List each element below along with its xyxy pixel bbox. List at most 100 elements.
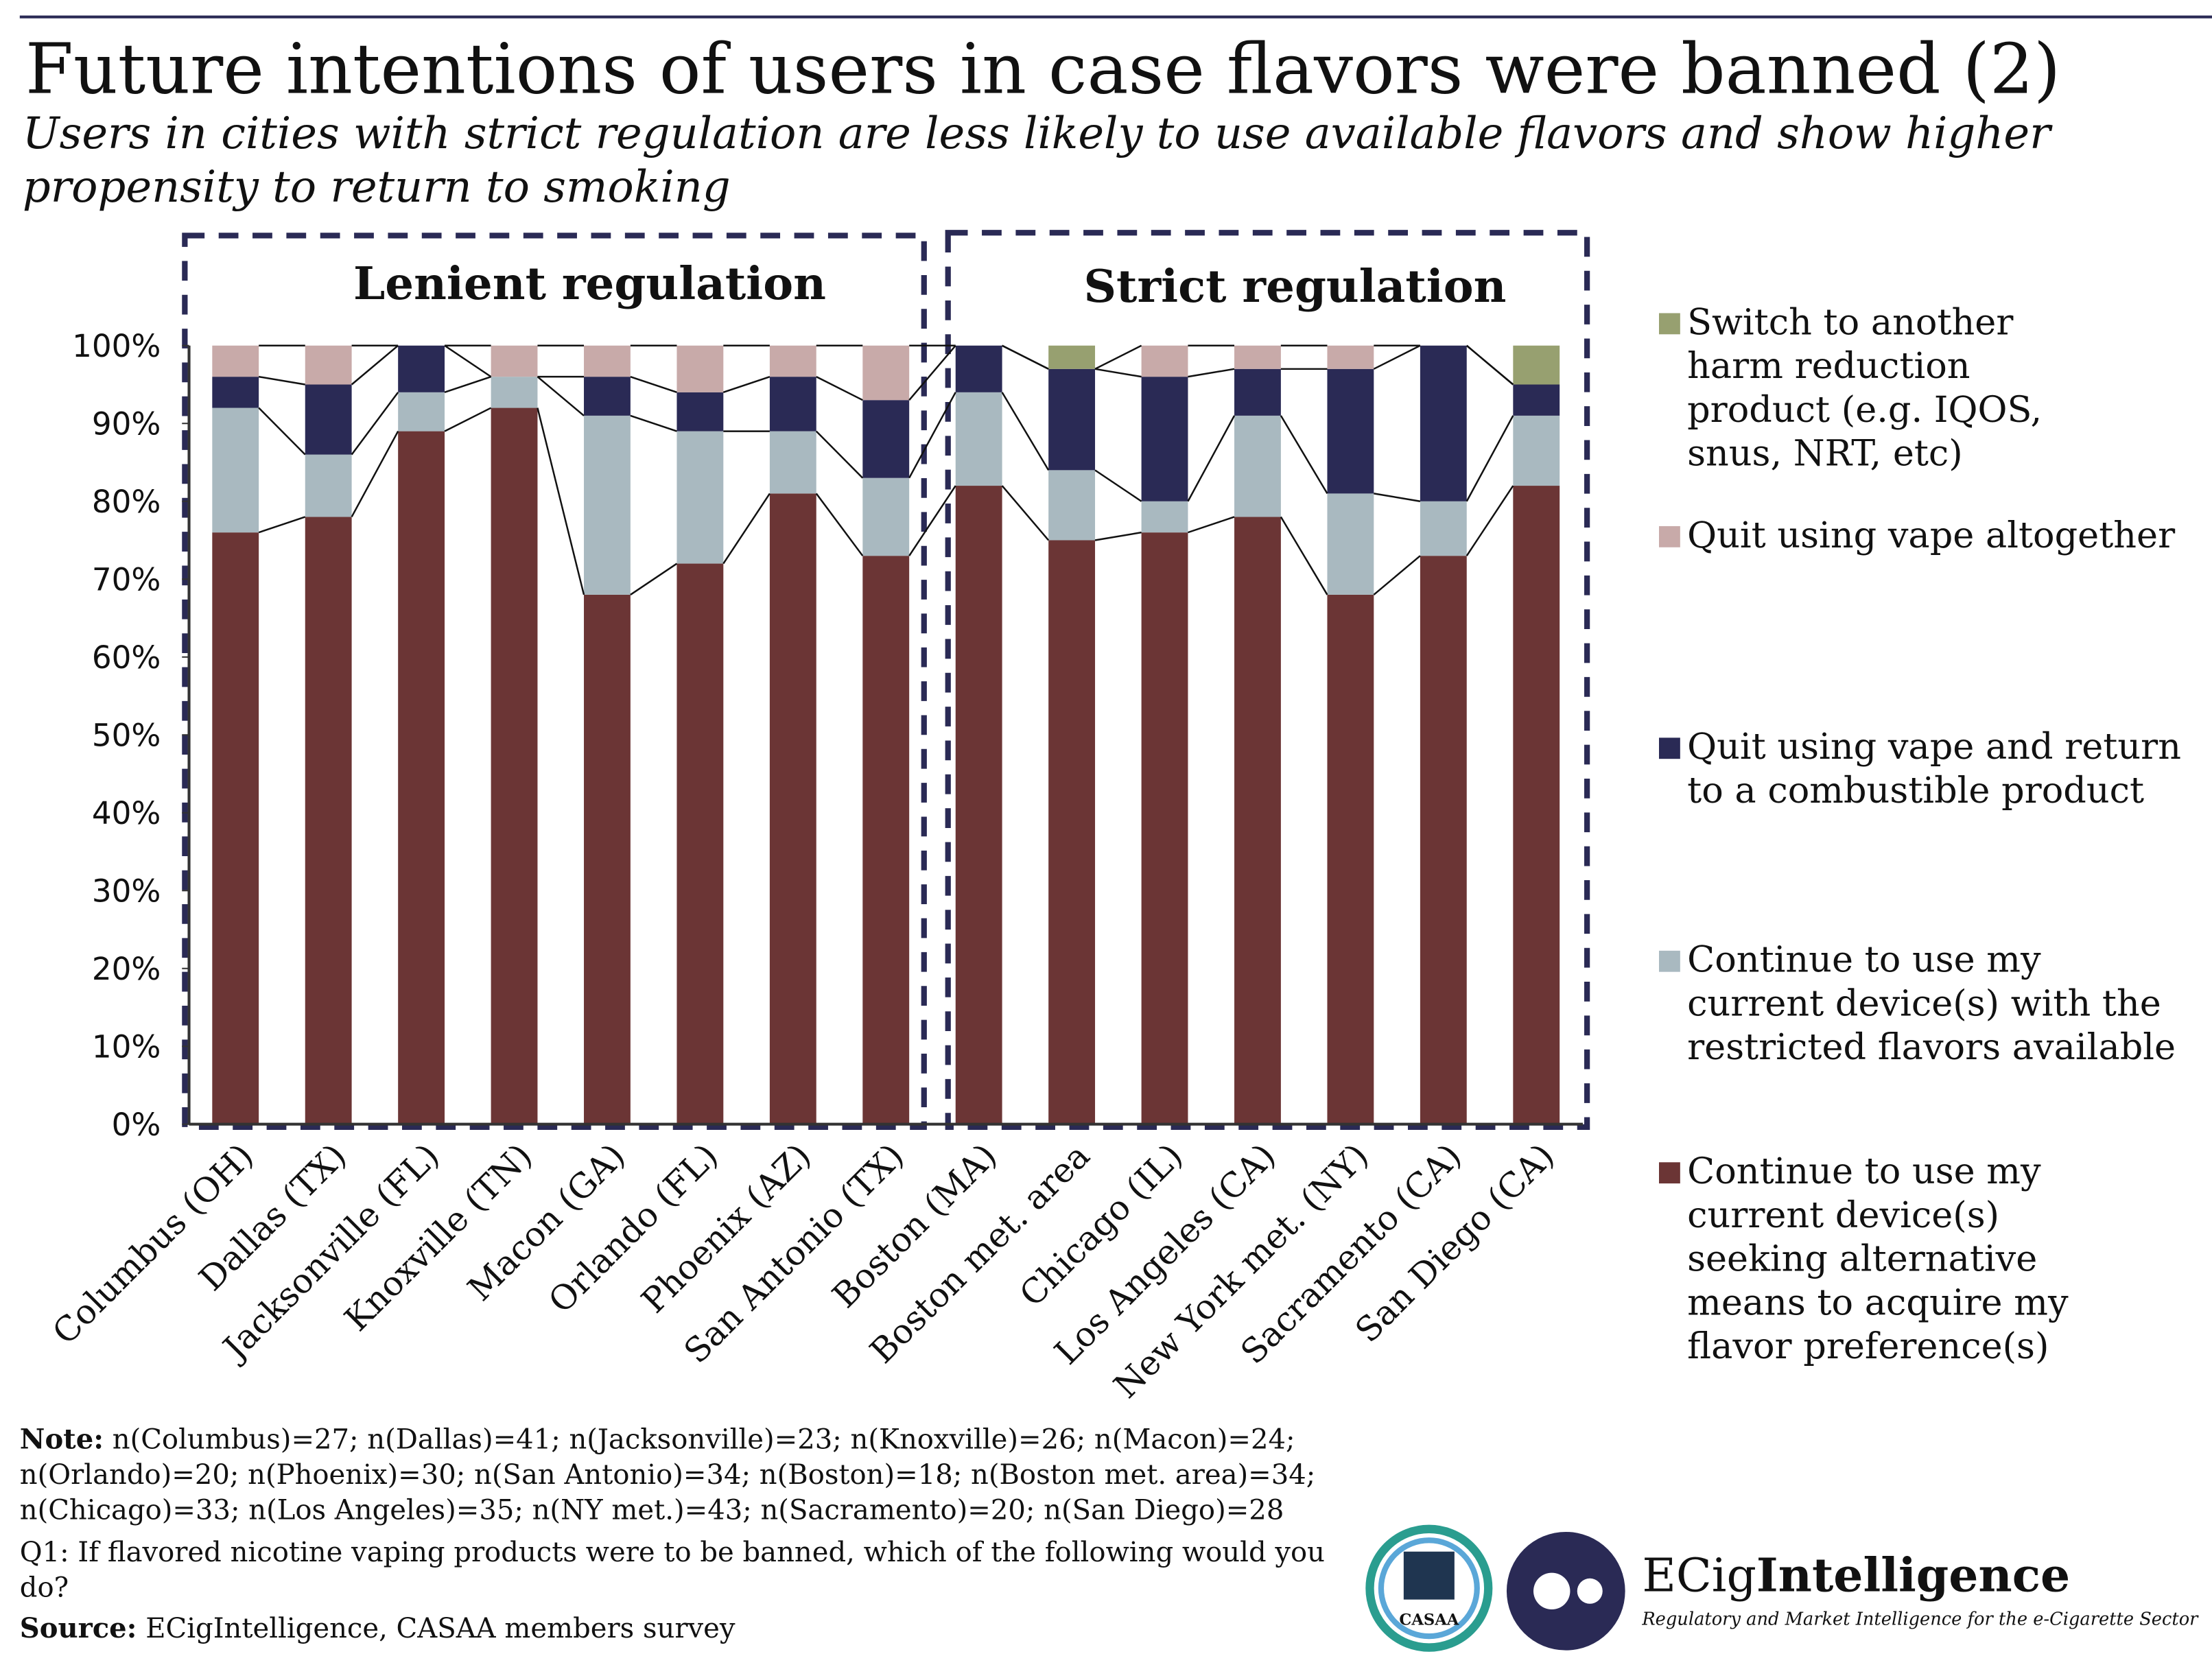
- bar-segment: [212, 532, 259, 1124]
- bar-segment: [1420, 345, 1467, 501]
- series-connector: [1187, 415, 1236, 502]
- bar-segment: [584, 345, 631, 377]
- bar-segment: [398, 345, 445, 392]
- bar-segment: [1513, 415, 1560, 486]
- y-tick-label: 90%: [92, 406, 161, 442]
- bar-segment: [1234, 517, 1281, 1124]
- brand-prefix: ECig: [1642, 1548, 1756, 1603]
- series-connector: [1373, 344, 1421, 370]
- note-label: Note:: [19, 1423, 104, 1456]
- note: Note: n(Columbus)=27; n(Dallas)=41; n(Ja…: [20, 1422, 1346, 1528]
- series-connector: [722, 493, 770, 565]
- bar-segment: [398, 392, 445, 432]
- series-connector: [1094, 368, 1142, 378]
- bar-segment: [305, 345, 352, 385]
- bar-segment: [1234, 368, 1281, 416]
- bar-segment: [1141, 501, 1188, 533]
- bar-segment: [676, 392, 724, 432]
- casaa-text: CASAA: [1399, 1611, 1459, 1629]
- y-tick-label: 60%: [92, 639, 161, 676]
- chart-title: Future intentions of users in case flavo…: [25, 29, 2060, 110]
- legend-label: Continue to use my current device(s) see…: [1687, 1150, 2069, 1369]
- bar-segment: [398, 431, 445, 1124]
- bar-segment: [584, 377, 631, 416]
- bar-segment: [769, 345, 816, 377]
- series-connector: [722, 375, 770, 394]
- bar-segment: [862, 345, 910, 401]
- bar-segment: [676, 345, 724, 392]
- bar-segment: [1141, 377, 1188, 501]
- series-connector: [815, 493, 864, 556]
- bar-segment: [1327, 594, 1374, 1124]
- bar-segment: [769, 377, 816, 432]
- y-tick-label: 70%: [92, 562, 161, 598]
- source-text: ECigIntelligence, CASAA members survey: [145, 1612, 736, 1645]
- series-connector: [816, 376, 863, 401]
- bar-segment: [491, 377, 538, 408]
- bar-segment: [1048, 540, 1096, 1124]
- bar-segment: [955, 486, 1002, 1124]
- bar-segment: [1513, 384, 1560, 416]
- bar-segment: [1327, 345, 1374, 369]
- y-tick-label: 80%: [92, 484, 161, 520]
- series-connector: [351, 392, 399, 456]
- bar-segment: [769, 493, 816, 1124]
- series-connector: [1094, 531, 1142, 541]
- series-connector: [1280, 516, 1328, 595]
- bar-segment: [212, 407, 259, 533]
- note-text: n(Columbus)=27; n(Dallas)=41; n(Jacksonv…: [19, 1423, 1316, 1526]
- bar-segment: [212, 345, 259, 377]
- question: Q1: If flavored nicotine vaping products…: [19, 1536, 1325, 1604]
- series-connector: [1466, 485, 1514, 556]
- brand-name: ECigIntelligence: [1642, 1548, 2070, 1603]
- footer-box: Note: n(Columbus)=27; n(Dallas)=41; n(Ja…: [19, 1422, 1346, 1645]
- y-tick-label: 100%: [72, 328, 161, 364]
- series-connector: [1094, 344, 1142, 370]
- series-connector: [444, 375, 491, 394]
- series-connector: [1001, 485, 1050, 541]
- legend-label: Switch to another harm reduction product…: [1687, 302, 2043, 475]
- legend-label: Quit using vape and return to a combusti…: [1687, 726, 2181, 813]
- series-connector: [630, 375, 677, 394]
- series-connector: [630, 563, 678, 595]
- bar-segment: [1048, 470, 1096, 541]
- bar-segment: [676, 431, 724, 564]
- series-connector: [351, 344, 399, 386]
- brand-tagline: Regulatory and Market Intelligence for t…: [1641, 1609, 2199, 1630]
- series-connector: [815, 430, 864, 479]
- series-connector: [351, 431, 399, 518]
- y-tick-label: 40%: [92, 795, 161, 831]
- bar-segment: [584, 415, 631, 595]
- bar-segment: [862, 400, 910, 478]
- bar-segment: [1327, 493, 1374, 595]
- series-connector: [1373, 555, 1421, 595]
- bar-segment: [584, 594, 631, 1124]
- legend-entry: Quit using vape and return to a combusti…: [1687, 726, 2181, 813]
- y-tick-label: 0%: [112, 1107, 161, 1143]
- bar-segment: [1048, 368, 1096, 471]
- legend-entry: Continue to use my current device(s) wit…: [1687, 939, 2176, 1070]
- subtitle-box: Users in cities with strict regulation a…: [23, 108, 2051, 213]
- group-label: Lenient regulation: [353, 257, 826, 310]
- legend-swatch: [1658, 313, 1680, 335]
- group-label: Strict regulation: [1084, 259, 1507, 313]
- series-connector: [1280, 415, 1328, 495]
- x-tick-label: Chicago (IL): [1012, 1136, 1190, 1314]
- series-connector: [537, 407, 585, 595]
- series-connector: [537, 376, 585, 416]
- legend-swatch: [1658, 737, 1680, 759]
- bar-segment: [955, 345, 1002, 392]
- legend-label: Continue to use my current device(s) wit…: [1687, 939, 2176, 1070]
- series-connector: [1001, 392, 1050, 471]
- group-box: [182, 233, 927, 1130]
- series-connector: [1188, 368, 1235, 378]
- x-tick-label: Boston (MA): [825, 1136, 1004, 1316]
- bar-segment: [676, 563, 724, 1124]
- bar-segment: [862, 477, 910, 556]
- bar-segment: [862, 556, 910, 1124]
- legend-label: Quit using vape altogether: [1687, 515, 2176, 558]
- y-tick-label: 10%: [92, 1029, 161, 1065]
- bar-segment: [1420, 556, 1467, 1124]
